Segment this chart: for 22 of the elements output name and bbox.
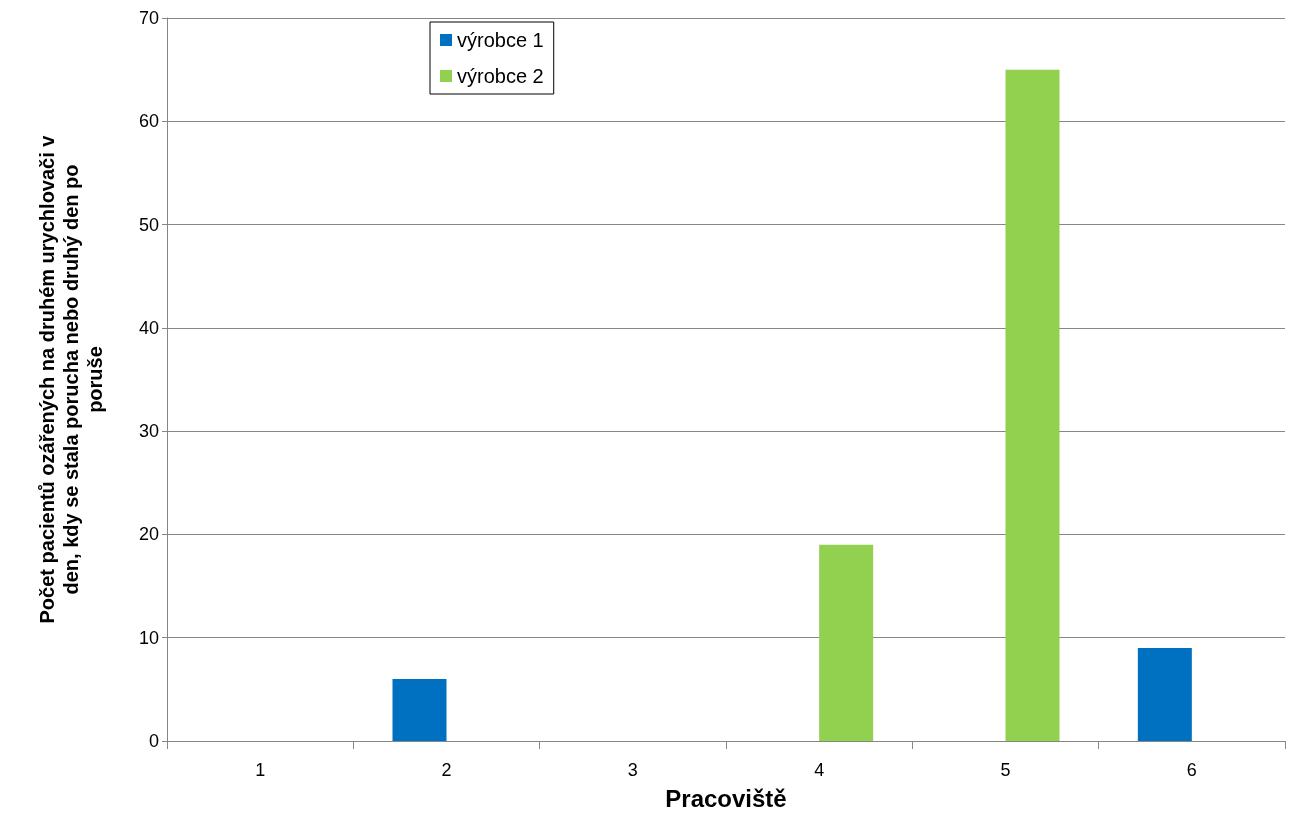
y-tick-label: 60 [138,111,159,132]
y-tick-label: 40 [138,317,159,338]
bar [1137,648,1192,741]
y-tick-label: 70 [138,8,159,28]
y-tick-label: 20 [138,524,159,545]
y-tick-label: 10 [138,627,159,648]
x-tick-label: 1 [255,760,266,780]
bar [392,679,447,741]
x-tick-label: 3 [627,760,638,780]
x-tick-label: 4 [814,760,825,780]
x-tick-label: 2 [441,760,452,780]
legend-label: výrobce 1 [457,29,544,51]
x-tick-label: 6 [1186,760,1197,780]
x-tick-label: 5 [1000,760,1011,780]
y-tick-label: 0 [148,731,159,751]
y-axis-title: Počet pacientů ozářených na druhém urychlovači v den, kdy se stala porucha nebo druhý den po poruše [36,134,106,624]
y-tick-label: 50 [138,214,159,235]
x-axis-title: Pracoviště [665,784,787,812]
y-tick-label: 30 [138,421,159,442]
bar [819,544,874,741]
bar [1005,69,1060,741]
legend-label: výrobce 2 [457,65,544,87]
